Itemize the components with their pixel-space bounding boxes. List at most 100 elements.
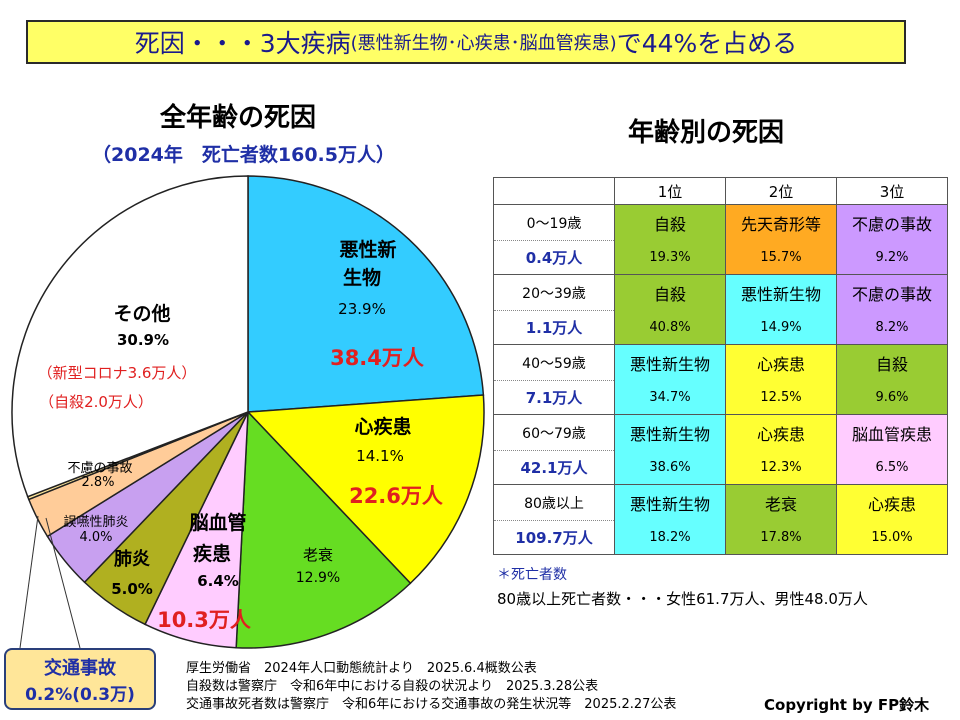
label-senility-name: 老衰 [302,546,334,564]
cause-name-rank3: 不慮の事故 [836,204,948,241]
pie-slice-8 [11,175,249,498]
label-senility-pct: 12.9% [295,570,341,586]
table-row-causes: 20～39歳 自殺 悪性新生物 不慮の事故 [493,274,948,311]
traffic-accident-callout: 交通事故 0.2%(0.3万) [4,648,156,710]
label-accident-name: 不慮の事故 [67,461,133,476]
age-deaths: 7.1万人 [493,380,615,415]
cause-name-rank2: 悪性新生物 [725,274,837,311]
label-cancer-deaths: 38.4万人 [330,346,424,370]
cause-name-rank2: 心疾患 [725,344,837,381]
table-row-causes: 60～79歳 悪性新生物 心疾患 脳血管疾患 [493,414,948,451]
table-row-causes: 0～19歳 自殺 先天奇形等 不慮の事故 [493,204,948,241]
cause-pct-rank1: 38.6% [614,450,726,485]
label-cerebro-name1: 脳血管 [189,512,247,534]
cause-name-rank3: 自殺 [836,344,948,381]
label-other-note1: （新型コロナ3.6万人） [37,364,197,382]
cause-pct-rank1: 34.7% [614,380,726,415]
cause-pct-rank3: 15.0% [836,520,948,555]
title-tail: で44%を占める [616,29,798,58]
label-heart-deaths: 22.6万人 [349,484,443,508]
label-pneumonia-name: 肺炎 [114,549,150,570]
label-cancer-name2: 生物 [342,267,382,289]
age-cause-table: 1位 2位 3位 0～19歳 自殺 先天奇形等 不慮の事故 0.4万人 19.3% 15.7… [493,177,948,555]
header-rank1: 1位 [614,177,726,205]
table-row-causes: 40～59歳 悪性新生物 心疾患 自殺 [493,344,948,381]
label-cerebro-pct: 6.4% [197,572,239,590]
cause-pct-rank3: 8.2% [836,310,948,345]
cause-pct-rank1: 19.3% [614,240,726,275]
label-cerebro-name2: 疾患 [192,543,232,565]
cause-name-rank1: 悪性新生物 [614,414,726,451]
label-heart-name: 心疾患 [354,416,412,438]
cause-pct-rank2: 12.3% [725,450,837,485]
label-heart-pct: 14.1% [356,447,404,465]
label-other-name: その他 [113,303,171,325]
title-paren: (悪性新生物･心疾患･脳血管疾患) [350,33,617,54]
cause-pct-rank2: 14.9% [725,310,837,345]
cause-pct-rank3: 9.2% [836,240,948,275]
age-deaths: 109.7万人 [493,520,615,555]
table-row-percents: 109.7万人 18.2% 17.8% 15.0% [493,520,948,555]
cause-pct-rank3: 9.6% [836,380,948,415]
age-range: 60～79歳 [493,414,615,451]
page-title: 死因・・・3大疾病 (悪性新生物･心疾患･脳血管疾患) で44%を占める [26,20,906,64]
cause-name-rank1: 悪性新生物 [614,484,726,521]
table-row-percents: 1.1万人 40.8% 14.9% 8.2% [493,310,948,345]
table-row-percents: 42.1万人 38.6% 12.3% 6.5% [493,450,948,485]
footnote-80plus: 80歳以上死亡者数・・・女性61.7万人、男性48.0万人 [497,590,868,608]
cause-pct-rank3: 6.5% [836,450,948,485]
traffic-line2: 0.2%(0.3万) [25,685,135,705]
source-line2: 自殺数は警察庁 令和6年中における自殺の状況より 2025.3.28公表 [186,679,599,694]
cause-pct-rank1: 18.2% [614,520,726,555]
source-line1: 厚生労働省 2024年人口動態統計より 2025.6.4概数公表 [186,661,537,676]
label-accident-pct: 2.8% [81,475,115,490]
copyright: Copyright by FP鈴木 [764,696,930,714]
cause-name-rank1: 自殺 [614,274,726,311]
age-range: 80歳以上 [493,484,615,521]
cause-name-rank2: 老衰 [725,484,837,521]
cause-name-rank2: 先天奇形等 [725,204,837,241]
label-cancer-name1: 悪性新 [339,239,397,261]
pie-subtitle: （2024年 死亡者数160.5万人） [92,144,395,166]
cause-pct-rank1: 40.8% [614,310,726,345]
header-blank [493,177,615,205]
table-title: 年齢別の死因 [628,118,785,148]
traffic-line1: 交通事故 [44,658,116,679]
table-header-row: 1位 2位 3位 [493,177,948,205]
cause-pct-rank2: 15.7% [725,240,837,275]
cause-name-rank3: 不慮の事故 [836,274,948,311]
age-deaths: 42.1万人 [493,450,615,485]
label-aspiration-pct: 4.0% [79,530,113,545]
cause-pct-rank2: 12.5% [725,380,837,415]
cause-name-rank2: 心疾患 [725,414,837,451]
label-aspiration-name: 誤嚥性肺炎 [63,515,129,530]
label-cancer-pct: 23.9% [338,300,386,318]
footnote-star: ＊死亡者数 [497,567,567,583]
cause-pct-rank2: 17.8% [725,520,837,555]
table-row-causes: 80歳以上 悪性新生物 老衰 心疾患 [493,484,948,521]
age-range: 20～39歳 [493,274,615,311]
source-line3: 交通事故死者数は警察庁 令和6年における交通事故の発生状況等 2025.2.27… [186,697,677,712]
table-row-percents: 0.4万人 19.3% 15.7% 9.2% [493,240,948,275]
age-range: 0～19歳 [493,204,615,241]
title-main: 死因・・・3大疾病 [134,29,351,58]
cause-name-rank1: 自殺 [614,204,726,241]
cause-name-rank3: 脳血管疾患 [836,414,948,451]
pie-slice-2 [235,410,412,649]
label-other-pct: 30.9% [116,331,170,349]
pie-slice-0 [247,175,485,413]
header-rank3: 3位 [836,177,948,205]
label-pneumonia-pct: 5.0% [111,580,153,598]
age-range: 40～59歳 [493,344,615,381]
label-cerebro-deaths: 10.3万人 [157,608,251,632]
age-deaths: 0.4万人 [493,240,615,275]
cause-name-rank1: 悪性新生物 [614,344,726,381]
pie-title: 全年齢の死因 [160,103,317,133]
pie-slice-1 [246,394,485,585]
cause-name-rank3: 心疾患 [836,484,948,521]
table-row-percents: 7.1万人 34.7% 12.5% 9.6% [493,380,948,415]
header-rank2: 2位 [725,177,837,205]
age-deaths: 1.1万人 [493,310,615,345]
sources: 厚生労働省 2024年人口動態統計より 2025.6.4概数公表 自殺数は警察庁… [186,660,676,714]
label-other-note2: （自殺2.0万人） [39,393,153,411]
